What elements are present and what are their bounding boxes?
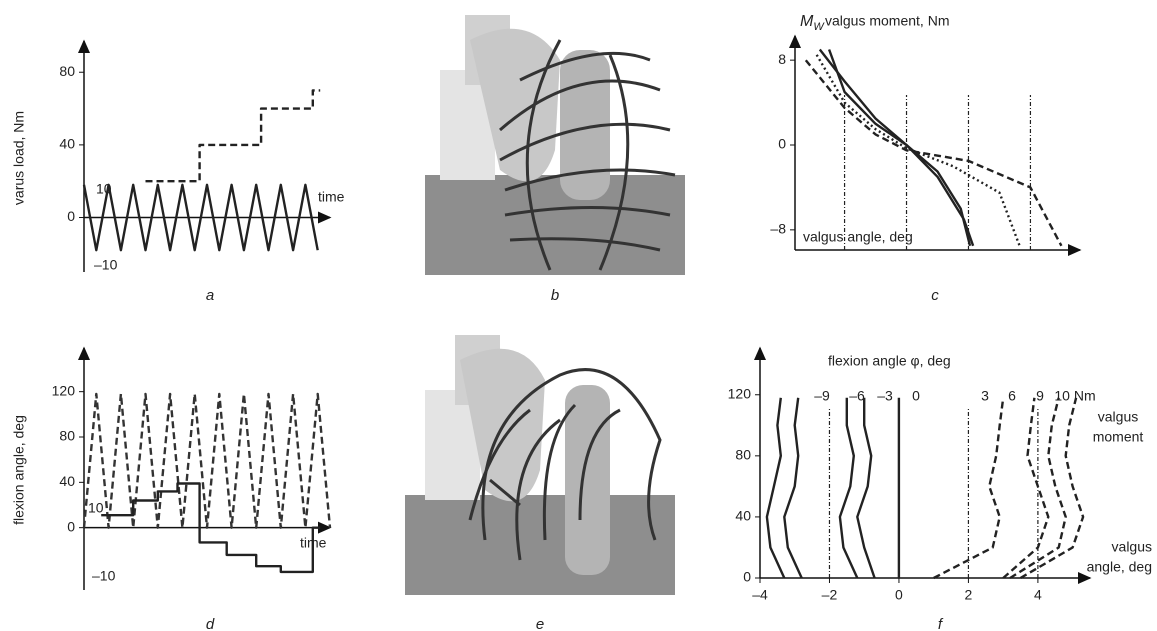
series-line: [145, 89, 321, 183]
x-axis-label: valgus angle, deg: [803, 229, 913, 245]
x-axis-label: angle, deg: [1087, 559, 1152, 575]
y-symbol: MW: [800, 13, 825, 33]
panel-label: d: [206, 616, 215, 631]
curve-label: –6: [849, 388, 865, 404]
curve-label: –3: [877, 388, 893, 404]
annotation: 10: [88, 500, 104, 516]
curve-label: 0: [912, 388, 920, 404]
series-line: [933, 397, 1005, 580]
legend-title: moment: [1093, 429, 1144, 445]
x-tick-label: –2: [822, 587, 838, 603]
panel-f: 0 40 80 120 –4 –2 0 2 4 f flexion angle φ, deg valg…: [728, 346, 1152, 631]
panel-a: 0 40 80 a varus load, Nm time 10 –10: [11, 39, 345, 304]
annotation: 10: [96, 181, 112, 197]
series-line: [82, 392, 332, 529]
y-tick-label: 120: [52, 382, 76, 398]
annotation: –10: [94, 257, 118, 273]
y-tick-label: 80: [59, 63, 75, 79]
series-line: [815, 54, 1021, 247]
panel-label: b: [551, 287, 559, 304]
series-line: [101, 482, 321, 574]
series-line: [783, 397, 803, 579]
x-tick-label: 4: [1034, 587, 1042, 603]
annotation: –10: [92, 568, 116, 584]
y-axis-label: flexion angle φ, deg: [828, 353, 951, 369]
curve-label: 9: [1036, 388, 1044, 404]
panel-label: c: [931, 287, 939, 304]
curve-label: –9: [814, 388, 830, 404]
series-line: [1009, 397, 1067, 580]
curve-label: 6: [1008, 388, 1016, 404]
series-line: [818, 48, 975, 247]
series-line: [765, 397, 786, 579]
curve-label: 3: [981, 388, 989, 404]
panel-label: e: [536, 616, 544, 631]
x-tick-label: 2: [965, 587, 973, 603]
y-tick-label: 0: [778, 136, 786, 152]
panel-label: a: [206, 287, 214, 304]
y-tick-label: 0: [67, 208, 75, 224]
y-tick-label: 8: [778, 51, 786, 67]
series-line: [82, 183, 319, 252]
x-tick-label: –4: [752, 587, 768, 603]
y-axis-label: varus load, Nm: [11, 111, 27, 205]
y-tick-label: 0: [67, 518, 75, 534]
photo-b: [425, 15, 685, 275]
series-line: [856, 397, 876, 579]
y-tick-label: 40: [59, 136, 75, 152]
x-axis-label: time: [318, 189, 345, 205]
x-tick-label: 0: [895, 587, 903, 603]
x-axis-label: valgus: [1112, 539, 1152, 555]
y-symbol-sub: W: [813, 21, 825, 33]
curve-label: 10 Nm: [1054, 388, 1095, 404]
y-tick-label: –8: [770, 221, 786, 237]
y-tick-label: 80: [59, 428, 75, 444]
series-line: [838, 397, 859, 579]
y-axis-label: flexion angle, deg: [11, 415, 27, 525]
x-axis-label: time: [300, 535, 327, 551]
series-line: [1019, 397, 1085, 580]
legend-title: valgus: [1098, 409, 1138, 425]
panel-d: 0 40 80 120 d flexion angle, deg time 10 –10: [11, 346, 332, 631]
series-line: [827, 49, 972, 247]
y-symbol-main: M: [800, 13, 814, 30]
series-line: [1002, 397, 1050, 579]
y-tick-label: 0: [743, 569, 751, 585]
series-line: [804, 59, 1063, 247]
y-tick-label: 80: [735, 447, 751, 463]
y-tick-label: 120: [728, 385, 752, 401]
y-axis-label: valgus moment, Nm: [825, 13, 949, 29]
photo-e: [405, 335, 675, 595]
y-tick-label: 40: [59, 473, 75, 489]
panel-label: f: [938, 616, 944, 631]
y-tick-label: 40: [735, 508, 751, 524]
